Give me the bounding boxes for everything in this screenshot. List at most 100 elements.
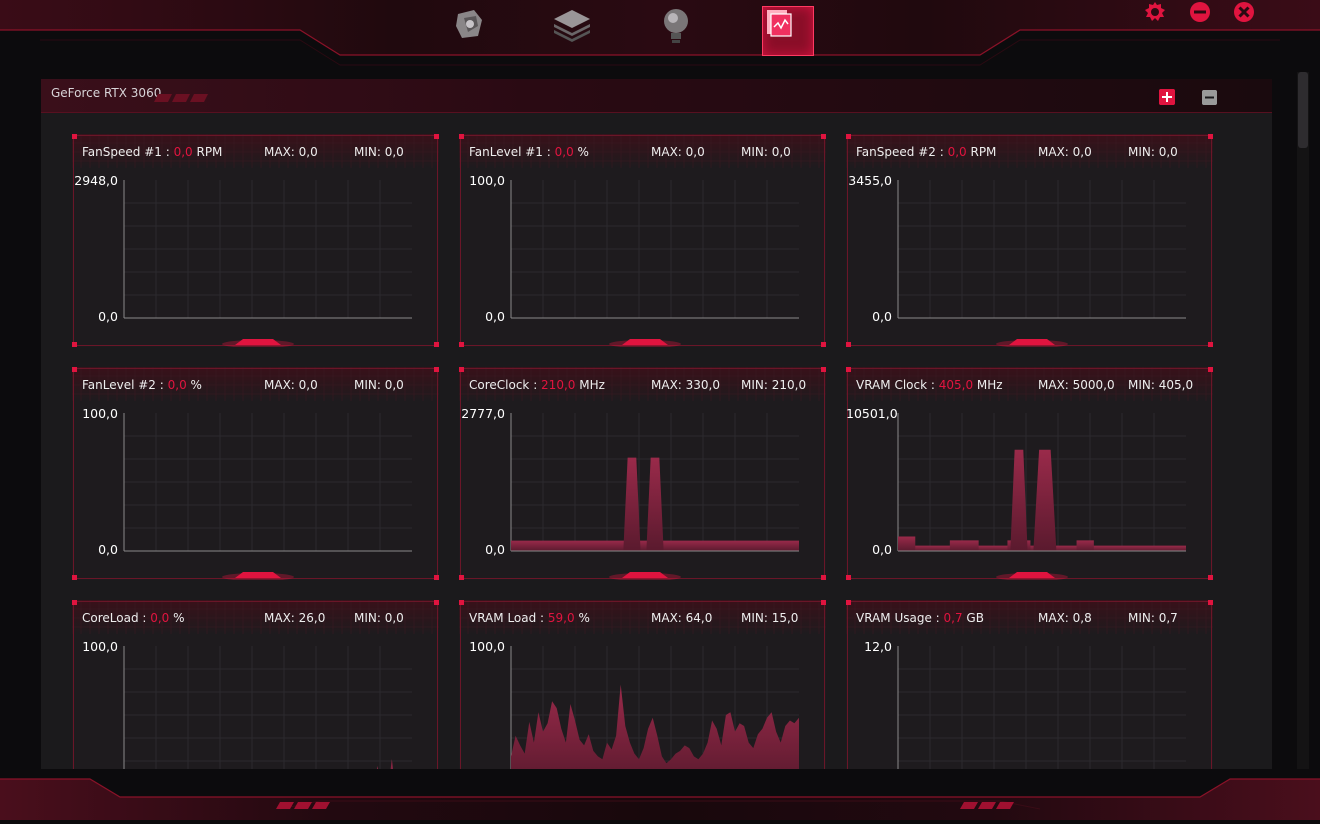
metric-separator: : (536, 611, 548, 625)
metric-min: MIN: 405,0 (1128, 378, 1194, 392)
metric-max: MAX: 0,0 (264, 145, 318, 159)
top-bar (0, 0, 1320, 70)
y-axis-min-label: 0,0 (485, 309, 505, 324)
metric-separator: : (927, 378, 939, 392)
metric-label: CoreLoad : 0,0 % (82, 611, 185, 625)
bottom-bar-frame (0, 769, 1320, 820)
metric-unit: % (173, 611, 185, 625)
metric-value: 0,0 (173, 145, 193, 159)
series-step-vramclock-3 (1076, 540, 1094, 551)
chart-plot-coreclock (459, 367, 826, 580)
metric-value: 0,7 (943, 611, 963, 625)
chart-card-fanspeed2[interactable]: FanSpeed #2 : 0,0 RPM MAX: 0,0 MIN: 0,0 345… (846, 134, 1213, 347)
chart-plot-vramclock (846, 367, 1213, 580)
metric-name: FanSpeed #1 (82, 145, 162, 159)
metric-unit: % (578, 611, 590, 625)
chart-card-coreclock[interactable]: CoreClock : 210,0 MHz MAX: 330,0 MIN: 210,… (459, 367, 826, 580)
chart-card-vramusage[interactable]: VRAM Usage : 0,7 GB MAX: 0,8 MIN: 0,7 12,0 0… (846, 600, 1213, 769)
metric-value: 405,0 (938, 378, 974, 392)
metric-separator: : (931, 611, 944, 625)
metric-max: MAX: 0,0 (1038, 145, 1092, 159)
metric-max: MAX: 0,8 (1038, 611, 1092, 625)
y-axis-max-label: 10501,0 (846, 406, 898, 421)
chart-plot-fanlevel2 (72, 367, 439, 580)
metric-separator: : (138, 611, 151, 625)
metric-value: 0,0 (947, 145, 967, 159)
series-peak-coreclock-0 (623, 457, 641, 551)
chart-plot-coreload (72, 600, 439, 769)
metric-value: 0,0 (167, 378, 187, 392)
metric-label: FanSpeed #1 : 0,0 RPM (82, 145, 222, 159)
panel-header: GeForce RTX 3060 (41, 79, 1272, 113)
tab-led[interactable] (658, 6, 708, 54)
metric-value: 0,0 (554, 145, 574, 159)
metric-value: 59,0 (547, 611, 575, 625)
chart-plot-vramload (459, 600, 826, 769)
chart-card-fanlevel1[interactable]: FanLevel #1 : 0,0 % MAX: 0,0 MIN: 0,0 100,0… (459, 134, 826, 347)
y-axis-min-label: 0,0 (872, 309, 892, 324)
chart-plot-vramusage (846, 600, 1213, 769)
tab-monitoring[interactable] (762, 6, 814, 56)
chart-card-fanspeed1[interactable]: FanSpeed #1 : 0,0 RPM MAX: 0,0 MIN: 0,0 294… (72, 134, 439, 347)
metric-min: MIN: 0,0 (354, 611, 404, 625)
metric-min: MIN: 0,0 (354, 145, 404, 159)
y-axis-max-label: 12,0 (864, 639, 892, 654)
metric-min: MIN: 210,0 (741, 378, 807, 392)
scrollbar-track[interactable] (1297, 72, 1309, 769)
metric-separator: : (542, 145, 555, 159)
series-peak-vramclock-1 (1033, 449, 1057, 551)
metric-separator: : (155, 378, 168, 392)
series-area-vramload (511, 684, 799, 769)
panel-title: GeForce RTX 3060 (51, 86, 162, 100)
y-axis-max-label: 3455,0 (848, 173, 892, 188)
tab-layers[interactable] (552, 6, 602, 54)
metric-name: FanLevel #1 (469, 145, 543, 159)
y-axis-min-label: 0,0 (98, 542, 118, 557)
tab-monitor[interactable] (452, 6, 502, 54)
collapse-button[interactable] (1202, 90, 1217, 105)
metric-min: MIN: 15,0 (741, 611, 799, 625)
metric-name: CoreLoad (82, 611, 139, 625)
chart-card-vramclock[interactable]: VRAM Clock : 405,0 MHz MAX: 5000,0 MIN: 40… (846, 367, 1213, 580)
metric-label: CoreClock : 210,0 MHz (469, 378, 605, 392)
y-axis-min-label: 0,0 (98, 309, 118, 324)
metric-value: 0,0 (150, 611, 170, 625)
metric-unit: RPM (970, 145, 997, 159)
metric-unit: % (190, 378, 202, 392)
metric-label: FanSpeed #2 : 0,0 RPM (856, 145, 996, 159)
y-axis-max-label: 2777,0 (461, 406, 505, 421)
lightbulb-icon (664, 9, 688, 43)
metric-value: 210,0 (541, 378, 576, 392)
chart-plot-fanspeed1 (72, 134, 439, 347)
chart-card-coreload[interactable]: CoreLoad : 0,0 % MAX: 26,0 MIN: 0,0 100,0 0,… (72, 600, 439, 769)
metric-unit: MHz (579, 378, 605, 392)
metric-unit: MHz (976, 378, 1003, 392)
stripes-decoration (154, 94, 208, 102)
metric-min: MIN: 0,0 (741, 145, 791, 159)
series-step-vramclock-1 (949, 540, 979, 551)
series-spike-coreload-3 (390, 759, 394, 769)
series-peak-coreclock-1 (646, 457, 664, 551)
minimize-icon[interactable] (1188, 0, 1212, 24)
chart-card-fanlevel2[interactable]: FanLevel #2 : 0,0 % MAX: 0,0 MIN: 0,0 100,0… (72, 367, 439, 580)
metric-min: MIN: 0,7 (1128, 611, 1178, 625)
metric-separator: : (935, 145, 948, 159)
metric-name: VRAM Usage (856, 611, 932, 625)
metric-separator: : (529, 378, 542, 392)
y-axis-max-label: 100,0 (82, 639, 118, 654)
metric-separator: : (161, 145, 174, 159)
gear-icon[interactable] (1143, 0, 1167, 24)
add-chart-button[interactable] (1159, 89, 1175, 105)
chart-card-vramload[interactable]: VRAM Load : 59,0 % MAX: 64,0 MIN: 15,0 100,… (459, 600, 826, 769)
y-axis-max-label: 100,0 (469, 639, 505, 654)
series-spike-coreload-2 (376, 766, 378, 769)
metric-label: VRAM Clock : 405,0 MHz (856, 378, 1003, 392)
metric-min: MIN: 0,0 (354, 378, 404, 392)
metric-name: FanLevel #2 (82, 378, 156, 392)
metric-max: MAX: 5000,0 (1038, 378, 1115, 392)
scrollbar-thumb[interactable] (1298, 72, 1308, 148)
y-axis-min-label: 0,0 (485, 542, 505, 557)
metric-max: MAX: 330,0 (651, 378, 720, 392)
close-icon[interactable] (1232, 0, 1256, 24)
metric-max: MAX: 0,0 (264, 378, 318, 392)
